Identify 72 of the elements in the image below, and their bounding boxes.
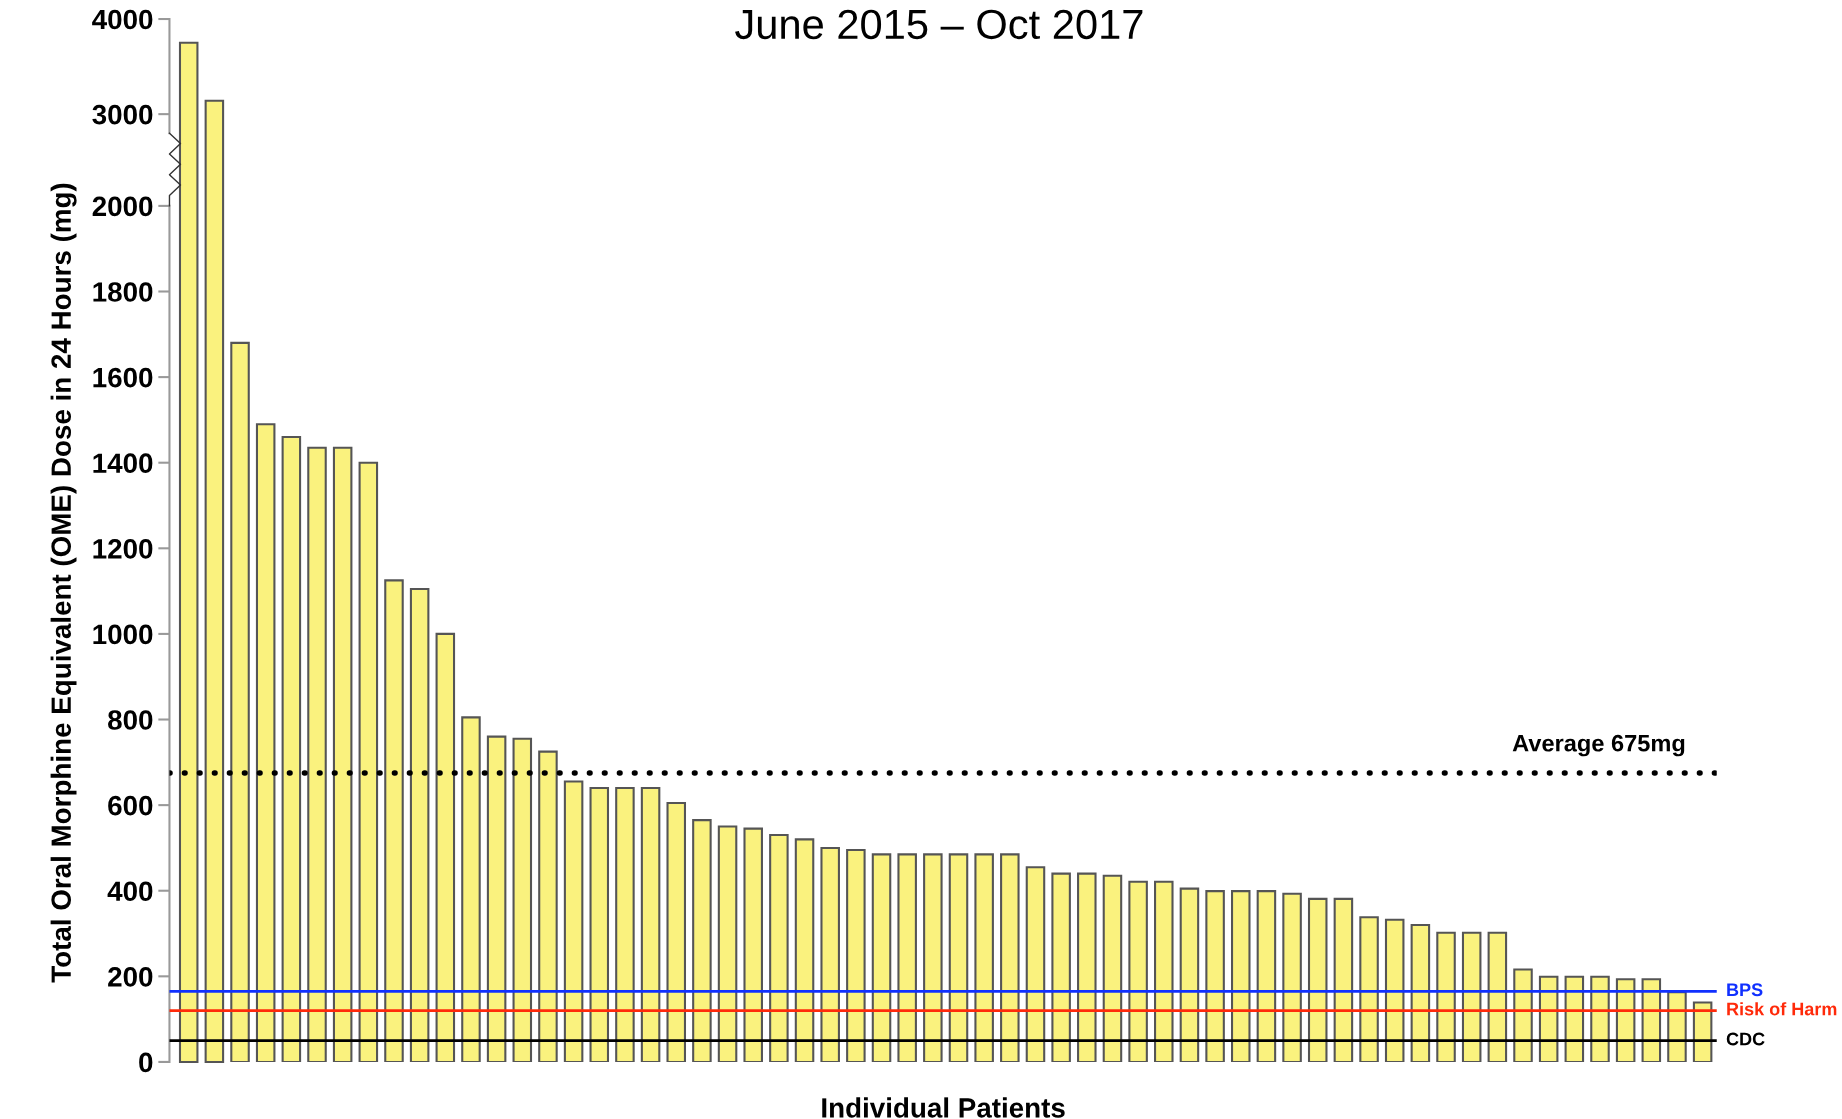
bar [255,423,276,1062]
bar [538,750,558,1062]
y-tick-label: 3000 [92,104,153,125]
bar [640,786,661,1062]
ref-line-label: Risk of Harm [1727,1002,1837,1016]
bar [1359,916,1379,1062]
bar [1513,968,1533,1062]
bar [794,838,815,1062]
bar [230,341,250,1062]
bar [384,579,404,1062]
bar [1384,918,1405,1062]
bar [769,834,789,1062]
bar [1077,872,1097,1062]
bar [332,446,353,1062]
bar [615,786,635,1062]
bar [563,780,584,1062]
y-tick-label: 1000 [93,624,153,645]
bar [974,853,994,1062]
y-tick-label: 1200 [93,538,153,559]
bar [1333,897,1354,1062]
bar [1000,853,1020,1062]
bar [1461,931,1482,1062]
bar [692,819,712,1062]
bar [897,853,917,1062]
bar [871,853,892,1062]
y-tick-label: 1400 [93,453,153,474]
chart-title: June 2015 – Oct 2017 [735,9,1143,40]
bar [461,716,481,1062]
bar [1307,897,1328,1062]
bar [358,461,379,1062]
bar [1256,890,1277,1062]
bar [1205,890,1225,1062]
y-axis-title: Total Oral Morphine Equivalent (OME) Dose in 24 Hours (mg) [50,183,77,983]
bar [435,632,456,1062]
ref-line-label: CDC [1726,1032,1765,1046]
bar [1051,872,1071,1062]
bar [1436,931,1456,1062]
bar [512,737,533,1062]
bar [1102,874,1123,1062]
bar [717,825,738,1062]
y-tick-label: 4000 [92,9,153,30]
bar [486,735,507,1062]
x-axis-title: Individual Patients [822,1097,1065,1118]
bar [1410,923,1431,1062]
bar [923,853,943,1062]
ref-line-label: BPS [1727,983,1763,997]
y-tick-label: 1800 [93,282,153,302]
ref-line-label: Average 675mg [1512,734,1685,757]
y-tick-label: 2000 [92,196,153,217]
bar [948,853,969,1062]
bar [820,846,840,1062]
bar [1128,880,1148,1062]
bar [1487,931,1508,1062]
y-tick-label: 200 [108,967,153,987]
bar [1154,880,1174,1062]
y-tick-label: 400 [107,881,153,902]
bar [1667,991,1687,1062]
bar [743,827,763,1062]
bar [666,801,687,1062]
bar [1179,887,1200,1062]
bar [846,849,866,1062]
bar [307,446,327,1062]
y-tick-label: 800 [108,710,153,730]
bar [281,435,302,1062]
bar [1230,890,1251,1062]
y-tick-label: 1600 [93,367,153,388]
y-tick-label: 0 [139,1052,153,1073]
bar [589,786,610,1062]
bar [1282,892,1302,1062]
bar [409,587,430,1062]
bar [1025,866,1046,1062]
y-tick-label: 600 [108,795,153,816]
